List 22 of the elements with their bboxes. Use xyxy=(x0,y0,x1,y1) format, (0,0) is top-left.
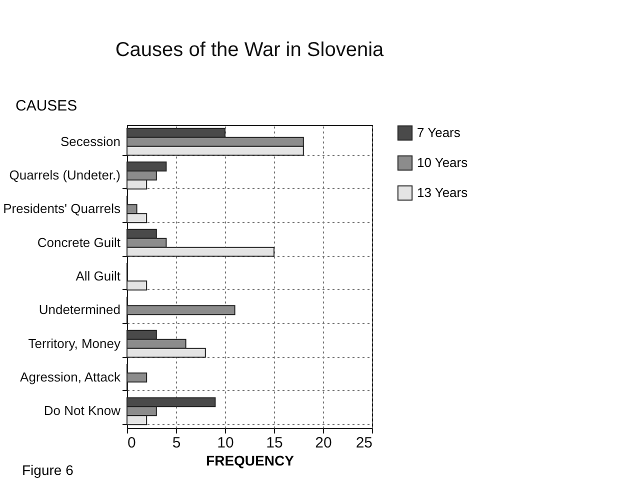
y-tick-label: Secession xyxy=(60,134,120,149)
y-axis-title: CAUSES xyxy=(16,98,78,114)
y-tick-label: Agression, Attack xyxy=(20,370,121,384)
legend-label: 7 Years xyxy=(417,125,461,140)
y-tick-label: Territory, Money xyxy=(28,336,121,351)
y-tick-label: All Guilt xyxy=(76,268,121,284)
chart-title: Causes of the War in Slovenia xyxy=(115,39,385,61)
y-tick-label: Concrete Guilt xyxy=(37,234,121,250)
x-tick-label: 10 xyxy=(217,434,234,452)
legend-label: 10 Years xyxy=(417,155,468,170)
x-tick-label: 15 xyxy=(266,434,283,452)
x-tick-label: 0 xyxy=(128,434,136,452)
y-tick-label: Undetermined xyxy=(38,302,120,318)
x-tick-label: 25 xyxy=(356,434,372,452)
y-tick-label: Do Not Know xyxy=(44,403,122,418)
x-tick-label: 20 xyxy=(315,434,332,452)
x-axis-title: FREQUENCY xyxy=(206,452,295,468)
x-tick-label: 5 xyxy=(172,434,181,452)
y-tick-label: Presidents' Quarrels xyxy=(3,201,121,216)
caption: Figure 6 xyxy=(22,462,74,478)
legend-label: 13 Years xyxy=(417,185,468,200)
y-tick-label: Quarrels (Undeter.) xyxy=(9,168,120,182)
